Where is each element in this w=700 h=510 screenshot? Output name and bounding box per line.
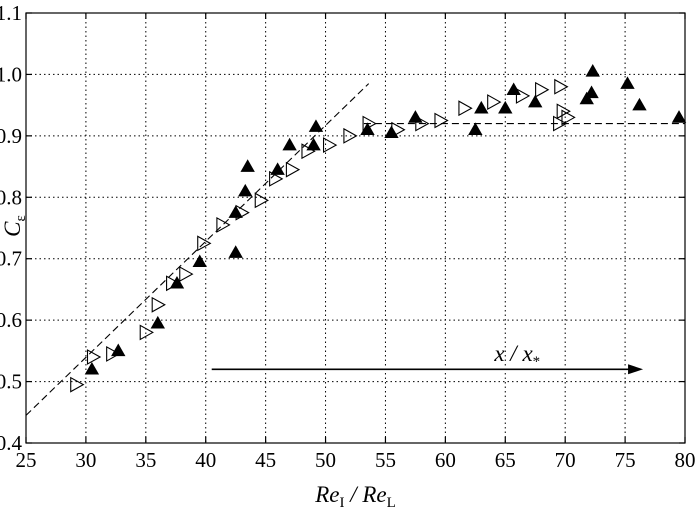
open-triangle-marker	[487, 94, 502, 111]
open-triangle-marker	[434, 112, 449, 129]
open-triangle-marker	[415, 115, 430, 132]
x-axis-label-num: Re	[314, 482, 339, 507]
y-tick-label: 0.4	[0, 431, 23, 455]
annotation-label: x / x*	[493, 341, 540, 370]
filled-triangle-marker	[528, 94, 543, 108]
open-triangle-marker	[70, 376, 85, 393]
x-tick-label: 30	[75, 448, 96, 472]
filled-triangle-marker	[228, 245, 243, 258]
filled-triangle-marker	[474, 100, 489, 114]
x-tick-label: 50	[315, 448, 336, 472]
y-tick-label: 0.5	[0, 370, 22, 394]
filled-triangle-marker	[360, 122, 375, 135]
filled-triangle-marker	[306, 137, 321, 151]
filled-triangle-marker	[240, 159, 255, 172]
x-axis-label-sep: /	[344, 482, 362, 507]
filled-triangle-marker	[111, 343, 126, 357]
x-tick-label: 75	[615, 448, 636, 472]
open-triangle-marker	[86, 349, 102, 365]
open-triangle-marker	[269, 170, 284, 187]
open-triangle-marker	[179, 266, 194, 283]
filled-triangle-marker	[238, 183, 253, 197]
grid	[26, 13, 685, 443]
y-tick-label: 0.8	[0, 185, 22, 209]
x-tick-label: 40	[195, 448, 216, 472]
open-triangle-marker	[515, 87, 531, 104]
open-triangle-marker	[553, 115, 568, 132]
filled-triangle-marker	[585, 64, 600, 77]
y-axis-label-main: C	[0, 221, 25, 237]
filled-triangle-marker	[579, 91, 594, 105]
x-axis-label: ReI / ReL	[314, 482, 396, 510]
filled-triangle-marker	[150, 315, 165, 329]
x-axis-label-den: Re	[361, 482, 386, 507]
x-tick-label: 60	[435, 448, 456, 472]
series-open-right-triangle	[70, 78, 576, 393]
reference-lines	[25, 83, 685, 416]
open-triangle-marker	[106, 345, 121, 362]
filled-triangle-marker	[282, 137, 297, 151]
filled-triangle-marker	[632, 97, 647, 111]
x-tick-label: 65	[495, 448, 516, 472]
y-axis-label: Cε	[0, 215, 29, 237]
arrow-head	[628, 364, 644, 375]
x-tick-label: 70	[555, 448, 576, 472]
open-triangle-marker	[254, 192, 269, 209]
x-tick-label: 55	[375, 448, 396, 472]
y-tick-label: 1.0	[0, 62, 22, 86]
y-tick-label: 0.6	[0, 308, 22, 332]
filled-triangle-marker	[498, 100, 513, 114]
x-tick-labels: 25 30 35 40 45 50 55 60 65 70 75 80	[16, 448, 696, 472]
open-triangle-marker	[556, 103, 571, 120]
x-over-xstar-annotation: x / x*	[211, 341, 644, 375]
x-tick-label: 35	[135, 448, 156, 472]
x-tick-label: 25	[16, 448, 37, 472]
open-triangle-marker	[391, 121, 406, 138]
y-tick-labels: 0.4 0.5 0.6 0.7 0.8 0.9 1.0 1.1	[0, 1, 23, 455]
open-triangle-marker	[139, 324, 154, 341]
open-triangle-marker	[362, 115, 377, 132]
open-triangle-marker	[554, 78, 569, 95]
open-triangle-marker	[151, 296, 166, 313]
filled-triangle-marker	[308, 119, 324, 132]
filled-triangle-marker	[584, 85, 599, 99]
filled-triangle-marker	[671, 110, 687, 123]
filled-triangle-marker	[270, 162, 285, 175]
series-filled-up-triangle	[84, 64, 687, 375]
y-tick-label: 0.9	[0, 124, 22, 148]
open-triangle-marker	[535, 81, 550, 98]
open-triangle-marker	[301, 143, 316, 160]
open-triangle-marker	[166, 275, 181, 292]
open-triangle-marker	[235, 204, 250, 221]
annotation-label-sub: *	[533, 354, 541, 370]
filled-triangle-marker	[84, 361, 100, 375]
open-triangle-marker	[197, 235, 212, 252]
filled-triangle-marker	[192, 254, 207, 268]
x-axis-label-num-sub: I	[339, 495, 344, 510]
open-triangle-marker	[322, 137, 338, 154]
open-triangle-marker	[343, 127, 358, 144]
annotation-label-main: x / x	[493, 341, 533, 366]
x-tick-label: 45	[255, 448, 276, 472]
dashed-reference-line	[25, 83, 370, 416]
y-tick-label: 1.1	[0, 1, 22, 25]
filled-triangle-marker	[620, 76, 635, 89]
x-axis-label-den-sub: L	[387, 495, 396, 510]
open-triangle-marker	[216, 216, 231, 233]
open-triangle-marker	[458, 100, 473, 117]
open-triangle-marker	[285, 161, 301, 178]
x-tick-label: 80	[675, 448, 696, 472]
open-triangle-marker	[561, 109, 576, 126]
data-series	[70, 64, 687, 393]
filled-triangle-marker	[468, 122, 483, 135]
ticks	[25, 12, 686, 444]
y-axis-label-sub: ε	[13, 215, 29, 221]
plot-frame	[25, 12, 686, 444]
y-tick-label: 0.7	[0, 247, 22, 271]
